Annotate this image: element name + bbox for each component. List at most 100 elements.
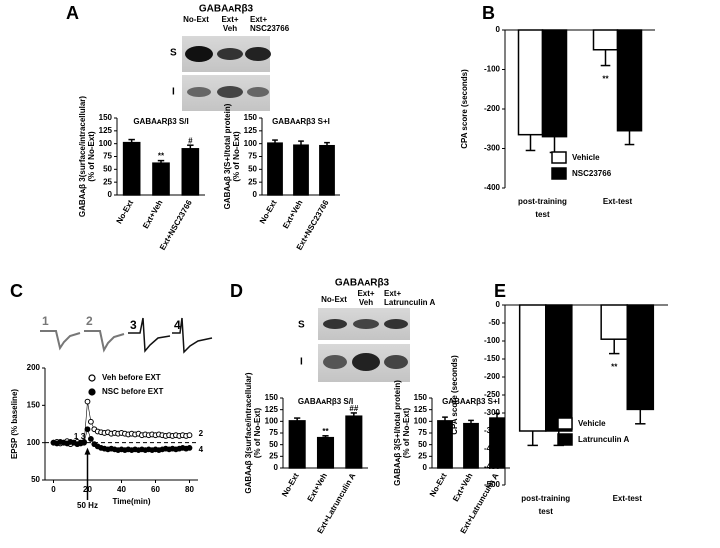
point (84, 398, 91, 405)
annotation: 1 (74, 432, 79, 441)
y-tick-label: 75 (269, 428, 278, 437)
trace (172, 317, 213, 354)
chart-title: GABAᴀRβ3 S/I (133, 117, 188, 126)
legend-marker (88, 374, 96, 382)
bar (181, 148, 200, 196)
y-tick-label: 150 (414, 393, 428, 402)
bar (293, 144, 309, 196)
x-tick-label: Ext+Veh (141, 198, 165, 230)
lane-label: Ext+ (221, 15, 238, 24)
legend-marker (88, 388, 96, 396)
panel-letter: D (230, 281, 243, 301)
y-tick-label: 0 (423, 463, 428, 472)
y-tick-label: 0 (108, 190, 113, 199)
bar (463, 422, 479, 469)
y-axis-label: EPSP (% baseline) (10, 389, 19, 459)
x-tick-label: 0 (51, 485, 56, 494)
bar (545, 304, 573, 432)
y-axis-label: (% of No-Ext) (253, 408, 262, 459)
y-tick-label: 50 (269, 440, 278, 449)
y-tick-label: -400 (484, 444, 501, 453)
blot-title: GABAᴀRβ3 (199, 4, 254, 15)
point (88, 436, 94, 442)
y-tick-label: -100 (484, 65, 501, 74)
y-tick-label: -200 (484, 104, 501, 113)
y-tick-label: 200 (27, 363, 41, 372)
x-tick-label: No-Ext (258, 198, 279, 225)
y-tick-label: 50 (31, 475, 40, 484)
y-axis-label: (% of No-Ext) (402, 408, 411, 459)
y-tick-label: 25 (103, 177, 112, 186)
chart-title: GABAᴀRβ3 S+I (272, 117, 330, 126)
x-tick-label: Ext-test (603, 197, 633, 206)
band (187, 87, 211, 97)
point (84, 426, 91, 433)
row-label: S (298, 320, 305, 331)
annotation: 2 (199, 429, 204, 438)
trace (40, 330, 81, 351)
trace-label: 4 (174, 318, 181, 332)
trace (128, 317, 171, 353)
y-tick-label: -300 (484, 144, 501, 153)
trace (84, 330, 125, 353)
significance: ** (158, 152, 165, 161)
bar (316, 436, 335, 469)
lane-label: Ext+ (357, 289, 374, 298)
legend-swatch (551, 151, 567, 164)
x-tick-label: No-Ext (115, 198, 136, 225)
y-tick-label: -200 (484, 372, 501, 381)
y-tick-label: -450 (484, 462, 501, 471)
y-tick-label: 100 (414, 416, 428, 425)
legend-label: Vehicle (572, 153, 600, 162)
legend-label: Vehicle (578, 419, 606, 428)
bar (626, 304, 655, 411)
band (247, 87, 269, 97)
panel-letter: E (494, 281, 506, 301)
bar (122, 141, 141, 196)
legend-label: NSC before EXT (102, 387, 163, 396)
bar (592, 29, 619, 51)
y-tick-label: -300 (484, 408, 501, 417)
trace-label: 1 (42, 314, 49, 328)
band (384, 319, 408, 329)
y-tick-label: 0 (496, 25, 501, 34)
lane-label: Ext+ (384, 289, 401, 298)
band (323, 319, 347, 329)
x-tick-label: Ext+Veh (451, 471, 475, 503)
bar (518, 304, 547, 432)
bar (267, 142, 283, 196)
x-tick-label: 60 (151, 485, 160, 494)
y-axis-label: (% of No-Ext) (232, 131, 241, 182)
bar (517, 29, 544, 136)
stim-arrowhead (84, 447, 91, 455)
point (186, 432, 193, 439)
y-tick-label: 150 (99, 113, 113, 122)
row-label: S (170, 48, 177, 59)
band (353, 319, 379, 329)
y-tick-label: 125 (99, 126, 113, 135)
lane-label: NSC23766 (250, 24, 290, 33)
bar (600, 304, 628, 340)
x-tick-label: Ext+Veh (281, 198, 305, 230)
annotation: 3 (81, 432, 86, 441)
y-tick-label: 125 (244, 126, 258, 135)
y-tick-label: 50 (103, 164, 112, 173)
x-axis-label: Time(min) (112, 497, 150, 506)
lane-label: No-Ext (183, 15, 209, 24)
legend-swatch (557, 433, 573, 446)
bar (345, 415, 363, 469)
row-label: I (300, 357, 303, 368)
x-tick-label: test (535, 210, 550, 219)
x-tick-label: post-training (518, 197, 567, 206)
y-tick-label: 75 (418, 428, 427, 437)
chart-title: GABAᴀRβ3 S+I (442, 397, 500, 406)
band (245, 47, 271, 61)
bar (319, 144, 335, 196)
annotation: 50 Hz (77, 501, 98, 510)
band (323, 355, 347, 369)
x-tick-label: No-Ext (428, 471, 449, 498)
point (88, 418, 94, 425)
trace-label: 2 (86, 314, 93, 328)
significance: ** (602, 75, 609, 84)
